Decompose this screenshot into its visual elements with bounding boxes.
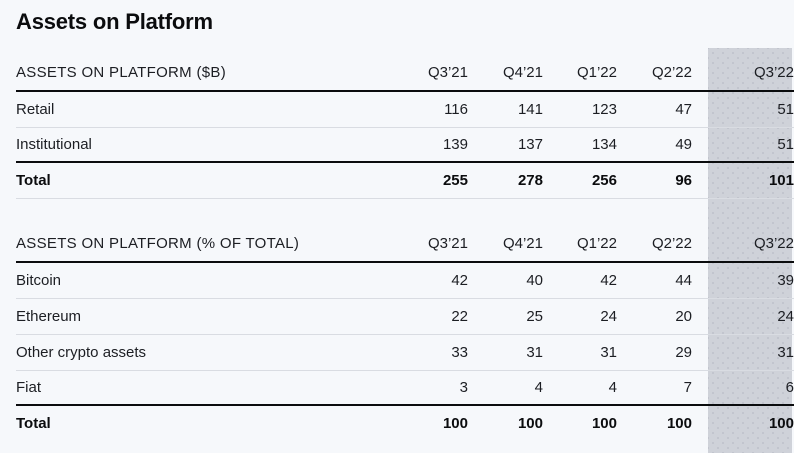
section-label: ASSETS ON PLATFORM ($B) xyxy=(16,54,393,92)
cell-value: 256 xyxy=(543,162,617,199)
table-row-ethereum: Ethereum 22 25 24 20 24 xyxy=(16,298,794,335)
assets-on-platform-billions-table: ASSETS ON PLATFORM ($B) Q3’21 Q4’21 Q1’2… xyxy=(16,54,794,199)
cell-value: 100 xyxy=(442,414,468,432)
column-header-q222: Q2’22 xyxy=(617,54,692,92)
cell-value: 25 xyxy=(468,298,543,335)
cell-value: 31 xyxy=(543,334,617,371)
cell-value: 49 xyxy=(617,127,692,163)
cell-value: 33 xyxy=(393,334,468,371)
cell-value-highlighted: 101 xyxy=(692,162,794,199)
cell-value: 31 xyxy=(468,334,543,371)
cell-value: 116 xyxy=(393,91,468,128)
cell-value: 141 xyxy=(468,91,543,128)
column-header-q122: Q1’22 xyxy=(543,54,617,92)
row-label: Total xyxy=(16,162,393,199)
cell-value: 4 xyxy=(543,370,617,406)
column-header-q122: Q1’22 xyxy=(543,225,617,263)
cell-value-highlighted: 51 xyxy=(692,127,794,163)
row-label: Retail xyxy=(16,91,393,128)
cell-value: 100 xyxy=(591,414,617,432)
cell-value: 29 xyxy=(617,334,692,371)
section-label: ASSETS ON PLATFORM (% OF TOTAL) xyxy=(16,225,393,263)
cell-value-highlighted: 100 xyxy=(768,414,794,432)
row-label: Fiat xyxy=(16,370,393,406)
row-label: Ethereum xyxy=(16,298,393,335)
row-label: Total xyxy=(16,414,51,432)
table-header-row: ASSETS ON PLATFORM ($B) Q3’21 Q4’21 Q1’2… xyxy=(16,54,794,92)
column-header-q322: Q3’22 xyxy=(692,225,794,263)
cell-value-highlighted: 39 xyxy=(692,262,794,299)
column-header-q421: Q4’21 xyxy=(468,225,543,263)
cell-value: 7 xyxy=(617,370,692,406)
column-header-q321: Q3’21 xyxy=(393,54,468,92)
column-header-q222: Q2’22 xyxy=(617,225,692,263)
cell-value: 22 xyxy=(393,298,468,335)
table-row-institutional: Institutional 139 137 134 49 51 xyxy=(16,127,794,163)
cell-value: 42 xyxy=(543,262,617,299)
cell-value: 47 xyxy=(617,91,692,128)
cell-value: 42 xyxy=(393,262,468,299)
cell-value: 96 xyxy=(617,162,692,199)
cell-value: 100 xyxy=(517,414,543,432)
cell-value: 123 xyxy=(543,91,617,128)
column-header-q322: Q3’22 xyxy=(692,54,794,92)
cell-value: 4 xyxy=(468,370,543,406)
cell-value: 137 xyxy=(468,127,543,163)
page-title: Assets on Platform xyxy=(16,9,213,34)
cell-value-highlighted: 51 xyxy=(692,91,794,128)
cell-value: 24 xyxy=(543,298,617,335)
cell-value: 20 xyxy=(617,298,692,335)
table-row-retail: Retail 116 141 123 47 51 xyxy=(16,91,794,128)
table-row-fiat: Fiat 3 4 4 7 6 xyxy=(16,370,794,406)
cell-value-highlighted: 6 xyxy=(692,370,794,406)
row-label: Institutional xyxy=(16,127,393,163)
cell-value: 40 xyxy=(468,262,543,299)
cell-value: 278 xyxy=(468,162,543,199)
cell-value: 3 xyxy=(393,370,468,406)
column-header-q421: Q4’21 xyxy=(468,54,543,92)
cell-value: 44 xyxy=(617,262,692,299)
table-row-total: Total 255 278 256 96 101 xyxy=(16,162,794,199)
table-row-bitcoin: Bitcoin 42 40 42 44 39 xyxy=(16,262,794,299)
column-header-q321: Q3’21 xyxy=(393,225,468,263)
cell-value: 139 xyxy=(393,127,468,163)
table-row-other-crypto-assets: Other crypto assets 33 31 31 29 31 xyxy=(16,334,794,371)
cell-value: 134 xyxy=(543,127,617,163)
table-row-total: Total 100 100 100 100 100 xyxy=(16,405,794,440)
cell-value: 255 xyxy=(393,162,468,199)
row-label: Bitcoin xyxy=(16,262,393,299)
assets-on-platform-percent-table: ASSETS ON PLATFORM (% OF TOTAL) Q3’21 Q4… xyxy=(16,225,794,440)
cell-value-highlighted: 31 xyxy=(692,334,794,371)
cell-value: 100 xyxy=(666,414,692,432)
cell-value-highlighted: 24 xyxy=(692,298,794,335)
row-label: Other crypto assets xyxy=(16,334,393,371)
table-header-row: ASSETS ON PLATFORM (% OF TOTAL) Q3’21 Q4… xyxy=(16,225,794,263)
